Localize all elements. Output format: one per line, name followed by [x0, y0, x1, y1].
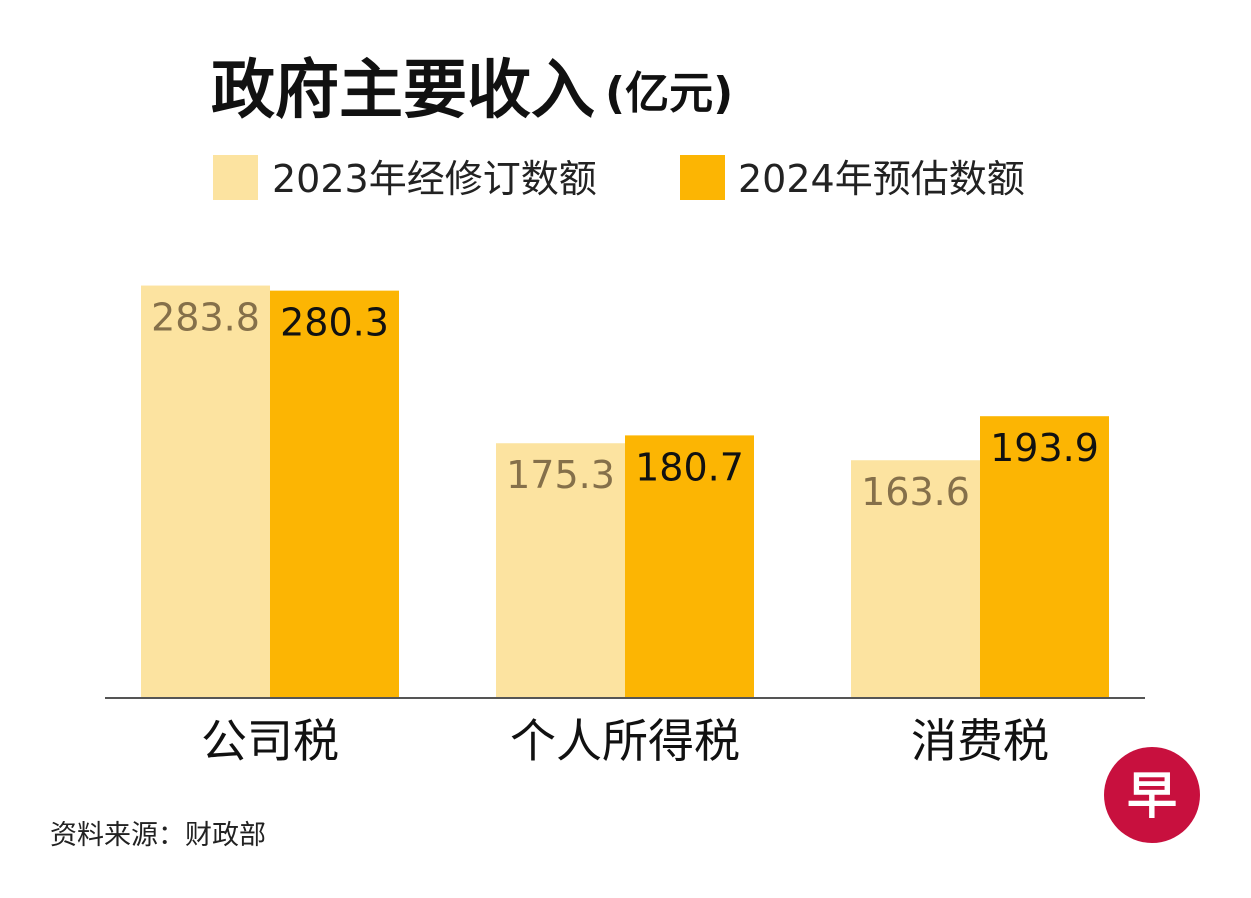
value-labels-group: 283.8 280.3 175.3 180.7 163.6 193.9: [151, 296, 1099, 515]
value-label-personal-income-tax-2024: 180.7: [635, 445, 744, 489]
bar-personal-income-tax-2023: [496, 443, 625, 698]
legend-swatch-2024: [680, 155, 725, 200]
bar-consumption-tax-2023: [851, 460, 980, 698]
bar-corporate-tax-2024: [270, 290, 399, 698]
value-label-corporate-tax-2024: 280.3: [280, 301, 389, 345]
value-label-consumption-tax-2023: 163.6: [861, 470, 970, 514]
bar-consumption-tax-2024: [980, 416, 1109, 698]
chart-title-unit: (亿元): [605, 68, 733, 119]
category-label-personal-income-tax: 个人所得税: [510, 714, 740, 768]
value-label-corporate-tax-2023: 283.8: [151, 296, 260, 340]
category-labels-group: 公司税 个人所得税 消费税: [201, 714, 1049, 768]
bars-group: [141, 285, 1109, 698]
bar-corporate-tax-2023: [141, 285, 270, 698]
logo-text: 早: [1127, 767, 1177, 825]
bar-personal-income-tax-2024: [625, 435, 754, 698]
legend: 2023年经修订数额 2024年预估数额: [213, 155, 1025, 201]
zaobao-logo-icon: 早: [1104, 747, 1200, 843]
logo-circle: [1104, 747, 1200, 843]
legend-label-2024: 2024年预估数额: [738, 157, 1025, 201]
value-label-consumption-tax-2024: 193.9: [990, 426, 1099, 470]
legend-label-2023: 2023年经修订数额: [272, 157, 597, 201]
category-label-consumption-tax: 消费税: [911, 714, 1049, 768]
category-label-corporate-tax: 公司税: [201, 714, 339, 768]
chart-title: 政府主要收入: [211, 54, 595, 128]
source-note: 资料来源：财政部: [50, 820, 266, 851]
legend-swatch-2023: [213, 155, 258, 200]
value-label-personal-income-tax-2023: 175.3: [506, 453, 615, 497]
chart-title-group: 政府主要收入 (亿元): [211, 54, 733, 128]
